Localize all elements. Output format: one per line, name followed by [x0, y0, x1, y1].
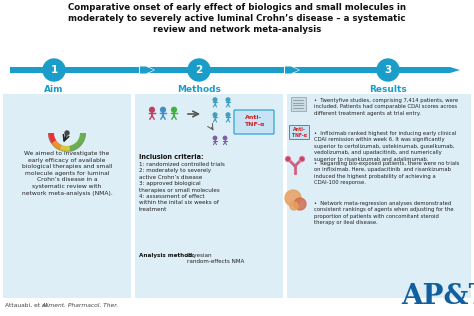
- FancyBboxPatch shape: [135, 94, 283, 298]
- Circle shape: [226, 113, 230, 117]
- FancyBboxPatch shape: [3, 94, 131, 298]
- Circle shape: [188, 59, 210, 81]
- Text: Anti-
TNF-α: Anti- TNF-α: [244, 115, 264, 127]
- Circle shape: [213, 113, 217, 117]
- Circle shape: [65, 131, 69, 135]
- FancyArrow shape: [285, 66, 299, 74]
- Circle shape: [43, 59, 65, 81]
- Circle shape: [161, 107, 165, 112]
- FancyBboxPatch shape: [234, 110, 274, 134]
- Circle shape: [223, 136, 227, 140]
- Circle shape: [150, 107, 155, 112]
- Circle shape: [300, 156, 304, 161]
- Text: 1: 1: [50, 65, 58, 75]
- Text: Anti-
TNF-α: Anti- TNF-α: [292, 127, 307, 138]
- Circle shape: [213, 98, 217, 101]
- Text: moderately to severely active luminal Crohn’s disease – a systematic: moderately to severely active luminal Cr…: [68, 14, 406, 23]
- Wedge shape: [60, 145, 70, 152]
- Circle shape: [294, 198, 306, 210]
- Text: review and network meta-analysis: review and network meta-analysis: [153, 25, 321, 34]
- Text: Analysis method:: Analysis method:: [139, 253, 196, 258]
- Text: Results: Results: [369, 85, 407, 94]
- Wedge shape: [69, 133, 86, 152]
- Text: Aliment. Pharmacol. Ther.: Aliment. Pharmacol. Ther.: [41, 303, 118, 308]
- FancyArrow shape: [139, 65, 155, 75]
- Text: Methods: Methods: [177, 85, 221, 94]
- Text: 1: randomized controlled trials
2: moderately to severely
active Crohn’s disease: 1: randomized controlled trials 2: moder…: [139, 162, 225, 212]
- Text: We aimed to investigate the
early efficacy of available
biological therapies and: We aimed to investigate the early effica…: [22, 151, 112, 196]
- Text: •  Infliximab ranked highest for inducing early clinical
CDAI remission within w: • Infliximab ranked highest for inducing…: [314, 131, 456, 161]
- Circle shape: [213, 136, 217, 140]
- Circle shape: [290, 202, 298, 210]
- Circle shape: [172, 107, 176, 112]
- Wedge shape: [52, 140, 62, 151]
- Circle shape: [286, 157, 290, 161]
- Text: Aim: Aim: [44, 85, 64, 94]
- Text: •  Network meta-regression analyses demonstrated
consistent rankings of agents w: • Network meta-regression analyses demon…: [314, 201, 454, 225]
- Circle shape: [285, 156, 291, 161]
- Circle shape: [226, 98, 230, 101]
- FancyBboxPatch shape: [0, 0, 474, 86]
- Wedge shape: [48, 133, 56, 144]
- FancyBboxPatch shape: [290, 125, 310, 139]
- Circle shape: [301, 157, 303, 161]
- Circle shape: [285, 190, 301, 206]
- FancyArrow shape: [140, 66, 154, 74]
- Text: •  Twentyfive studies, comprising 7,414 patients, were
included. Patients had co: • Twentyfive studies, comprising 7,414 p…: [314, 98, 458, 116]
- FancyBboxPatch shape: [287, 94, 471, 298]
- Text: Inclusion criteria:: Inclusion criteria:: [139, 154, 204, 160]
- FancyBboxPatch shape: [291, 97, 306, 111]
- Wedge shape: [48, 133, 86, 152]
- Circle shape: [377, 59, 399, 81]
- Text: •  Regarding bio-exposed patients, there were no trials
on infliximab. Here, upa: • Regarding bio-exposed patients, there …: [314, 161, 459, 185]
- FancyArrow shape: [284, 65, 300, 75]
- Text: Comparative onset of early effect of biologics and small molecules in: Comparative onset of early effect of bio…: [68, 3, 406, 12]
- Text: AP&T: AP&T: [401, 283, 474, 310]
- FancyArrow shape: [10, 67, 460, 73]
- Text: 3: 3: [384, 65, 392, 75]
- Text: Bayesian
random-effects NMA: Bayesian random-effects NMA: [187, 253, 245, 264]
- Text: Attauabi, et al.: Attauabi, et al.: [5, 303, 51, 308]
- Text: 2: 2: [195, 65, 202, 75]
